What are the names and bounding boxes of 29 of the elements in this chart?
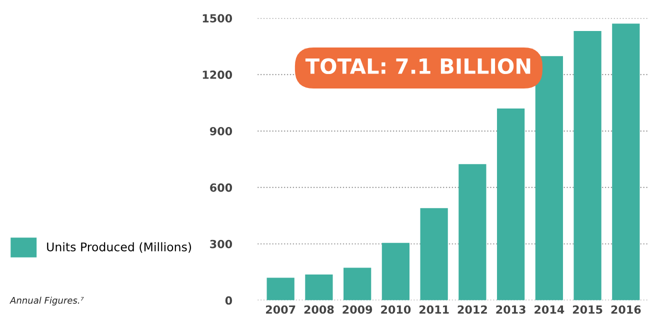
y-tick-label: 0	[225, 296, 232, 305]
x-tick-label: 2007	[266, 305, 296, 314]
annotation: TOTAL: 7.1 BILLION	[305, 58, 530, 74]
x-tick-label: 2012	[458, 305, 487, 314]
bar	[266, 278, 294, 300]
x-tick-label: 2010	[381, 305, 411, 314]
x-tick-label: 2011	[419, 305, 449, 314]
bar	[305, 274, 333, 300]
bar	[574, 30, 602, 300]
bar	[458, 164, 486, 300]
x-tick-label: 2014	[534, 305, 564, 314]
x-tick-label: 2009	[342, 305, 372, 314]
bar	[612, 24, 640, 300]
y-tick-label: 1500	[202, 14, 232, 23]
x-tick-label: 2016	[611, 305, 641, 314]
text: Annual Figures.⁷	[10, 296, 84, 306]
x-tick-label: 2008	[304, 305, 334, 314]
x-tick-label: 2015	[572, 305, 602, 314]
bar	[420, 208, 448, 300]
bar	[535, 56, 563, 300]
bar	[344, 268, 372, 300]
y-tick-label: 900	[210, 126, 232, 136]
y-tick-label: 600	[210, 183, 232, 192]
x-tick-label: 2013	[496, 305, 526, 314]
legend-label: Units Produced (Millions)	[47, 242, 192, 253]
y-tick-label: 1200	[202, 70, 232, 79]
y-tick-label: 300	[210, 240, 232, 248]
bar	[496, 108, 525, 300]
bar	[382, 242, 410, 300]
